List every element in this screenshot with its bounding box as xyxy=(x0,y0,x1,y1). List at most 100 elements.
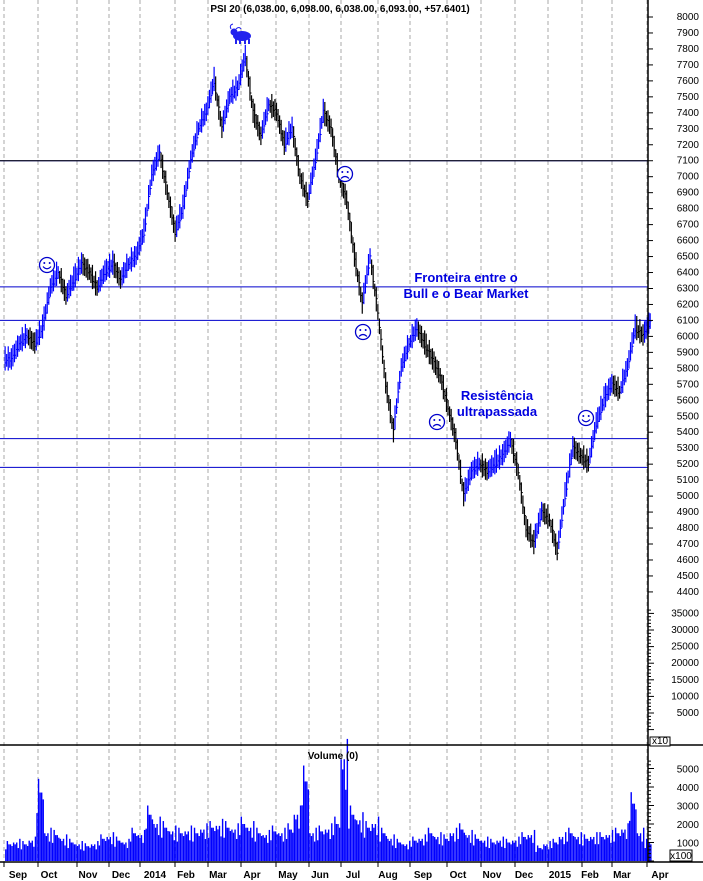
volume-bar xyxy=(123,844,126,861)
volume-bar xyxy=(203,829,205,861)
x-tick-label: 2014 xyxy=(144,870,167,881)
volume-bar xyxy=(56,835,58,861)
volume-bar xyxy=(76,846,79,861)
volume-bar xyxy=(164,827,166,861)
price-tick-label: 6900 xyxy=(677,188,700,199)
volume-bar xyxy=(97,841,99,861)
volume-bar xyxy=(9,844,12,861)
volume-bar xyxy=(108,839,110,861)
x-tick-label: Nov xyxy=(79,870,98,881)
volume-bar xyxy=(190,825,193,861)
price-tick-label: 7600 xyxy=(677,76,700,87)
volume-bar xyxy=(555,842,558,861)
sad-face-icon-eye xyxy=(359,329,362,331)
volume-bar xyxy=(176,841,179,861)
volume-bar xyxy=(281,833,283,861)
price-tick-label: 4800 xyxy=(677,523,700,534)
volume-bar xyxy=(645,838,648,861)
volume-bar xyxy=(524,836,526,861)
volume-bar xyxy=(426,841,428,861)
volume-bar xyxy=(307,789,310,861)
volume-bar xyxy=(507,842,509,861)
x-tick-label: Sep xyxy=(9,870,27,881)
smiley-icon-mouth xyxy=(581,419,591,423)
bull-icon-head xyxy=(230,28,238,36)
chart-title: PSI 20 (6,038.00, 6,098.00, 6,038.00, 6,… xyxy=(210,4,469,15)
volume-bar xyxy=(371,824,374,861)
volume-bar xyxy=(8,844,10,861)
volume-bar xyxy=(488,848,490,861)
volume-bar xyxy=(395,848,397,861)
volume-bar xyxy=(209,821,211,861)
bull-icon-horns xyxy=(229,23,242,30)
price-tick-label: 7000 xyxy=(677,172,700,183)
volume-bar xyxy=(329,838,331,861)
x-tick-label: Oct xyxy=(41,870,58,881)
x-tick-label: Sep xyxy=(414,870,432,881)
volume-bar xyxy=(390,838,392,861)
volume-bar xyxy=(404,846,406,861)
volume-bar xyxy=(499,840,501,861)
volume-bar xyxy=(273,831,275,861)
volume-bar xyxy=(229,831,232,861)
volume-bar xyxy=(625,838,628,861)
sad-face-icon-eye xyxy=(438,419,441,421)
volume-bar xyxy=(558,836,561,861)
volume-bar xyxy=(133,833,135,861)
volume-bar xyxy=(225,821,227,861)
volume-bar xyxy=(460,829,462,861)
volume-bar xyxy=(487,836,489,861)
volume-bar xyxy=(279,836,282,861)
volume-bar xyxy=(215,825,218,861)
volume-bar xyxy=(362,812,364,861)
volume-bar xyxy=(98,845,101,861)
volume-bar xyxy=(586,838,589,861)
volume-bar xyxy=(522,836,525,861)
volume-bar xyxy=(616,833,618,861)
volume-bar xyxy=(84,843,87,861)
volume-bar xyxy=(571,833,573,861)
volume-bar xyxy=(532,842,534,861)
annotation-resistance-line1: Resistência xyxy=(461,388,534,403)
volume-bar xyxy=(451,836,453,861)
volume-bar xyxy=(171,831,174,861)
volume-bar xyxy=(178,827,180,861)
volume-bar xyxy=(243,824,246,861)
volume-bar xyxy=(292,832,294,861)
volume-bar xyxy=(566,841,568,861)
volume-bar xyxy=(175,825,177,861)
volume-bar xyxy=(335,824,338,861)
x-tick-label: Apr xyxy=(651,870,668,881)
volume-bar xyxy=(529,837,531,861)
price-tick-label: 6600 xyxy=(677,236,700,247)
volume-bar xyxy=(201,832,204,861)
volume-bar xyxy=(181,833,183,861)
volume-bar xyxy=(237,823,239,861)
price-tick-label: 5100 xyxy=(677,475,700,486)
volume-bar xyxy=(306,781,308,861)
volume-bar xyxy=(45,836,48,861)
volume-bar xyxy=(128,838,130,861)
volume-bar xyxy=(412,836,414,861)
volume-bar xyxy=(287,823,289,861)
volume-bar xyxy=(142,842,144,861)
secondary-tick-label: 25000 xyxy=(671,642,699,653)
sad-face-icon-eye xyxy=(364,329,367,331)
volume-tick-label: 1000 xyxy=(677,839,700,850)
volume-bar xyxy=(6,841,9,861)
volume-bar xyxy=(120,842,122,861)
volume-bar xyxy=(527,835,529,861)
volume-bar xyxy=(388,841,391,861)
volume-bar xyxy=(624,829,626,861)
volume-bar xyxy=(259,833,261,861)
volume-bar xyxy=(588,841,590,861)
volume-bar xyxy=(379,841,381,861)
volume-bar xyxy=(380,827,383,861)
price-tick-label: 6300 xyxy=(677,283,700,294)
volume-bar xyxy=(341,769,344,861)
volume-bar xyxy=(65,834,68,861)
volume-bar xyxy=(543,844,545,861)
volume-bar xyxy=(232,832,235,861)
volume-bar xyxy=(167,831,169,861)
volume-bar xyxy=(23,844,26,861)
